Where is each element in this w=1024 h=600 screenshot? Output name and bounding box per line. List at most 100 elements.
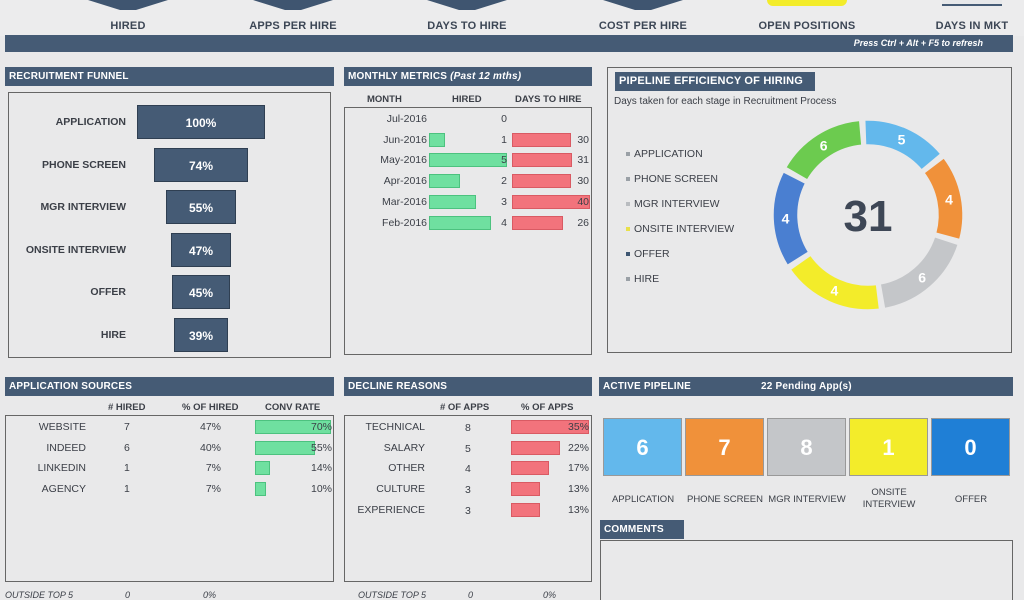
monthly-days-bar	[512, 153, 573, 168]
pipeline-tile[interactable]: 7	[685, 418, 764, 476]
monthly-hired-value: 1	[501, 133, 507, 146]
monthly-col-month: MONTH	[367, 94, 402, 105]
decline-bar	[511, 420, 589, 434]
donut-slice	[772, 170, 810, 267]
pipeline-tile-label: APPLICATION	[611, 494, 675, 505]
decline-reason: OTHER	[388, 462, 425, 475]
source-name: WEBSITE	[38, 421, 86, 433]
donut-slice	[863, 119, 942, 172]
source-conv-bar	[255, 461, 271, 476]
pipeline-legend-label: OFFER	[634, 248, 670, 260]
decline-apps: 4	[465, 463, 471, 476]
donut-slice-label: 4	[831, 282, 839, 298]
decline-pct: 35%	[567, 421, 589, 433]
declines-footer-name: OUTSIDE TOP 5	[358, 590, 427, 600]
sources-header: APPLICATION SOURCES	[5, 377, 334, 396]
legend-bullet-icon	[626, 227, 630, 232]
pipeline-subtitle: Days taken for each stage in Recruitment…	[614, 96, 837, 107]
pipeline-legend-item: OFFER	[626, 248, 670, 260]
monthly-days-bar	[512, 174, 571, 189]
monthly-title: MONTHLY METRICS	[348, 71, 448, 82]
kpi-label: HIRED	[110, 20, 146, 32]
monthly-month: Feb-2016	[382, 216, 427, 229]
sources-footer-pct: 0%	[203, 590, 217, 600]
legend-bullet-icon	[626, 277, 630, 282]
kpi-label: DAYS IN MKT	[935, 20, 1009, 32]
pipeline-legend-item: HIRE	[626, 273, 659, 285]
pipeline-legend-label: ONSITE INTERVIEW	[634, 223, 735, 235]
source-pct: 40%	[199, 441, 221, 454]
comments-box[interactable]	[600, 540, 1013, 600]
pipeline-tile-label: MGR INTERVIEW	[768, 494, 846, 505]
source-pct: 47%	[199, 421, 221, 433]
declines-header: DECLINE REASONS	[344, 377, 592, 396]
sources-panel: WEBSITE 7 47% 70% INDEED 6 40% 55% LINKEDIN 1 7% 14…	[5, 415, 334, 582]
pipeline-tile[interactable]: 8	[767, 418, 846, 476]
decline-reason: EXPERIENCE	[357, 503, 425, 516]
declines-col-apps: # OF APPS	[440, 402, 490, 413]
monthly-hired-value: 3	[501, 195, 507, 208]
active-pending: 22 Pending App(s)	[761, 381, 852, 392]
source-pct: 7%	[205, 462, 221, 475]
pipeline-tile[interactable]: 6	[603, 418, 682, 476]
decline-reason: CULTURE	[376, 483, 425, 496]
decline-pct: 17%	[567, 462, 589, 475]
sources-col-pct: % OF HIRED	[182, 402, 239, 413]
monthly-hired-bar	[429, 153, 507, 168]
monthly-month: Apr-2016	[383, 175, 427, 188]
monthly-subtitle: (Past 12 mths)	[450, 71, 522, 82]
monthly-col-days: DAYS TO HIRE	[515, 94, 582, 105]
pipeline-legend-label: HIRE	[634, 273, 660, 285]
pipeline-tile[interactable]: 0	[931, 418, 1010, 476]
monthly-header: MONTHLY METRICS (Past 12 mths)	[344, 67, 592, 86]
monthly-hired-bar	[429, 215, 492, 230]
kpi-tab-marker	[253, 0, 333, 10]
donut-slice	[789, 254, 881, 311]
source-conv-bar	[255, 482, 266, 497]
donut-total: 31	[844, 192, 893, 241]
monthly-days-bar	[512, 132, 571, 147]
source-hired: 1	[124, 483, 130, 496]
declines-panel: TECHNICAL 8 35% SALARY 5 22% OTHER 4 17% CULTURE 3…	[344, 415, 592, 582]
monthly-hired-value: 2	[501, 175, 507, 188]
kpi-label: OPEN POSITIONS	[758, 20, 856, 32]
sources-footer-name: OUTSIDE TOP 5	[5, 590, 74, 600]
decline-pct: 13%	[567, 503, 589, 516]
donut-slice-label: 6	[918, 269, 926, 285]
pipeline-tile[interactable]: 1	[849, 418, 928, 476]
decline-apps: 3	[465, 504, 471, 517]
decline-reason: TECHNICAL	[365, 421, 425, 433]
monthly-days-value: 31	[577, 154, 589, 167]
declines-footer-pct: 0%	[543, 590, 557, 600]
sources-footer: OUTSIDE TOP 5 0 0%	[5, 590, 216, 600]
funnel-bar: 39%	[174, 317, 228, 352]
refresh-hint: Press Ctrl + Alt + F5 to refresh	[853, 38, 983, 48]
donut-slice-label: 4	[782, 211, 790, 227]
funnel-header: RECRUITMENT FUNNEL	[5, 67, 334, 86]
declines-footer: OUTSIDE TOP 5 0 0%	[358, 590, 556, 600]
kpi-tab-marker	[88, 0, 168, 10]
sources-footer-hired: 0	[125, 590, 131, 600]
monthly-hired-value: 0	[501, 113, 507, 125]
monthly-month: May-2016	[380, 154, 427, 167]
decline-bar	[511, 440, 561, 455]
donut-slice-label: 4	[945, 191, 953, 207]
pipeline-legend-item: APPLICATION	[626, 148, 703, 160]
pipeline-panel: PIPELINE EFFICIENCY OF HIRING Days taken…	[607, 67, 1012, 353]
sources-col-conv: CONV RATE	[265, 402, 321, 413]
monthly-month: Jul-2016	[386, 113, 427, 125]
source-hired: 1	[124, 462, 130, 475]
kpi-strip	[0, 0, 1024, 36]
source-conv: 70%	[310, 421, 332, 433]
monthly-col-hired: HIRED	[452, 94, 482, 105]
pipeline-legend-label: APPLICATION	[634, 148, 703, 160]
declines-footer-apps: 0	[468, 590, 474, 600]
source-name: INDEED	[46, 441, 86, 454]
pipeline-legend-label: MGR INTERVIEW	[634, 198, 720, 210]
monthly-days-value: 40	[577, 195, 589, 208]
monthly-panel: Jul-2016 0 Jun-2016 1 30 May-2016 5 31 Apr-2016 2…	[344, 107, 592, 355]
decline-bar	[511, 482, 540, 497]
monthly-days-bar	[512, 215, 563, 230]
declines-col-pct: % OF APPS	[521, 402, 574, 413]
decline-apps: 3	[465, 484, 471, 497]
